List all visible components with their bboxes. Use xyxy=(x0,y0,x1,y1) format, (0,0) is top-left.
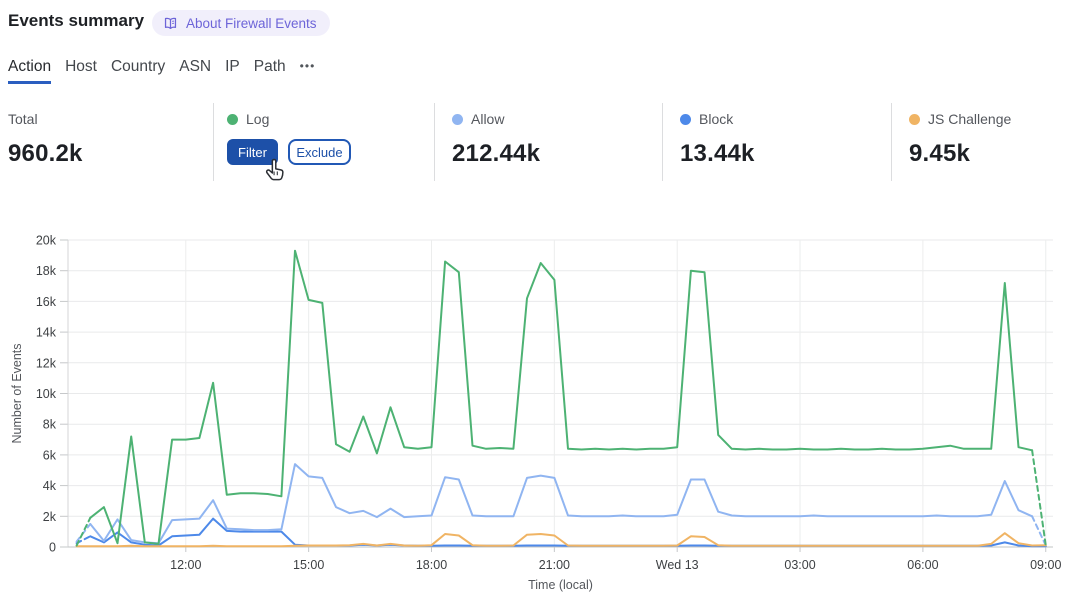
total-value: 960.2k xyxy=(8,140,83,167)
js-challenge-legend-dot xyxy=(909,113,920,125)
card-divider xyxy=(662,103,663,181)
total-label: Total xyxy=(8,111,38,127)
filter-button[interactable]: Filter xyxy=(227,139,278,165)
y-tick-label: 18k xyxy=(36,264,57,278)
y-tick-label: 10k xyxy=(36,387,57,401)
card-divider xyxy=(213,103,214,181)
stats-row: Total 960.2k Log Filter Exclude Allow 21… xyxy=(0,100,1068,186)
y-axis-title: Number of Events xyxy=(10,343,24,443)
events-timeseries-chart[interactable]: 0 2k 4k 6k 8k 10k 12k 14k 16k 18k 20k 12:00 15:00 18:… xyxy=(0,228,1068,598)
log-legend-dot xyxy=(227,113,238,125)
x-tick-label: 09:00 xyxy=(1030,558,1061,572)
block-value: 13.44k xyxy=(680,140,755,167)
tab-asn[interactable]: ASN xyxy=(179,58,212,75)
tab-bar: Action Host Country ASN IP Path ••• xyxy=(8,58,315,84)
card-divider xyxy=(434,103,435,181)
y-tick-label: 6k xyxy=(43,448,57,462)
x-tick-label: 18:00 xyxy=(416,558,447,572)
book-icon xyxy=(164,17,177,29)
x-tick-label: 03:00 xyxy=(784,558,815,572)
page-title: Events summary xyxy=(8,11,145,30)
x-tick-label: 21:00 xyxy=(539,558,570,572)
x-tick-label: 15:00 xyxy=(293,558,324,572)
tabs-more-button[interactable]: ••• xyxy=(300,59,316,84)
log-line xyxy=(89,249,1034,545)
js-challenge-label: JS Challenge xyxy=(928,111,1012,127)
x-tick-label: 12:00 xyxy=(170,558,201,572)
js-challenge-line xyxy=(75,532,1047,548)
x-tick-label: 06:00 xyxy=(907,558,938,572)
card-divider xyxy=(891,103,892,181)
block-label: Block xyxy=(699,111,734,127)
y-tick-label: 0 xyxy=(49,541,56,555)
tab-country[interactable]: Country xyxy=(110,58,166,75)
about-firewall-events-badge[interactable]: About Firewall Events xyxy=(152,10,330,36)
card-js-challenge: JS Challenge 9.45k xyxy=(909,100,1011,168)
y-tick-label: 4k xyxy=(43,479,57,493)
card-log: Log Filter Exclude xyxy=(227,100,351,165)
tab-action[interactable]: Action xyxy=(8,58,52,84)
allow-line-dashed-end xyxy=(1031,515,1047,547)
card-block: Block 13.44k xyxy=(680,100,755,168)
log-label: Log xyxy=(246,111,270,127)
ellipsis-icon: ••• xyxy=(299,59,316,73)
block-legend-dot xyxy=(680,113,691,125)
allow-line xyxy=(89,463,1034,545)
y-tick-label: 8k xyxy=(43,418,57,432)
log-line-dashed-end xyxy=(1031,449,1047,547)
js-challenge-value: 9.45k xyxy=(909,140,971,167)
x-axis-title: Time (local) xyxy=(528,578,593,592)
allow-legend-dot xyxy=(452,113,463,125)
card-allow: Allow 212.44k xyxy=(452,100,540,168)
card-total: Total 960.2k xyxy=(8,100,83,168)
tab-path[interactable]: Path xyxy=(253,58,286,75)
tab-ip[interactable]: IP xyxy=(225,58,240,75)
block-line xyxy=(89,517,1047,548)
y-tick-label: 16k xyxy=(36,295,57,309)
y-tick-label: 20k xyxy=(36,234,57,248)
y-tick-label: 12k xyxy=(36,356,57,370)
x-tick-label: Wed 13 xyxy=(656,558,699,572)
allow-value: 212.44k xyxy=(452,140,541,167)
exclude-button[interactable]: Exclude xyxy=(288,139,351,165)
y-tick-label: 2k xyxy=(43,510,57,524)
about-badge-label: About Firewall Events xyxy=(186,15,317,31)
allow-label: Allow xyxy=(471,111,505,127)
y-tick-label: 14k xyxy=(36,326,57,340)
log-line-dashed-start xyxy=(75,516,92,547)
tab-host[interactable]: Host xyxy=(65,58,97,75)
